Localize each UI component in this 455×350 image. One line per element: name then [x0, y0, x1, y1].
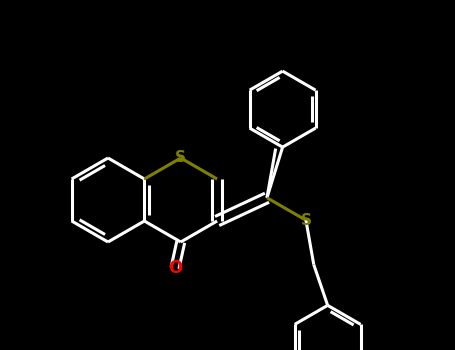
Text: S: S	[300, 213, 311, 228]
Text: S: S	[175, 150, 186, 166]
Text: O: O	[168, 259, 182, 277]
